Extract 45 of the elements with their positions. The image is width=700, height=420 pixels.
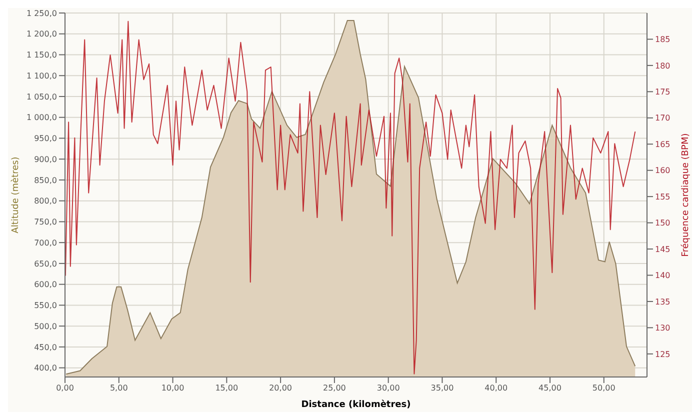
y-tick-label: 900,0 [34,154,57,164]
y2-tick-label: 150 [655,218,670,228]
y-tick-label: 800,0 [34,196,57,206]
y2-tick-label: 160 [655,166,670,176]
x-tick-label: 35,00 [430,384,454,393]
y-tick-label: 700,0 [34,238,57,248]
x-tick-label: 25,00 [322,384,346,393]
y-axis-title: Altitude (mètres) [10,156,22,234]
y-tick-label: 600,0 [34,280,57,290]
y-tick-label: 1 050,0 [26,92,57,102]
y2-tick-label: 140 [655,271,670,280]
y-tick-label: 550,0 [34,301,57,310]
x-axis-title: Distance (kilomètres) [301,399,411,410]
y2-tick-label: 175 [655,88,670,97]
x-tick-label: 15,00 [215,384,238,393]
y-tick-label: 1 200,0 [26,30,57,39]
y-tick-label: 1 000,0 [26,113,57,122]
y-tick-label: 650,0 [34,259,57,268]
x-tick-label: 50,00 [592,384,616,393]
y2-tick-label: 145 [655,244,670,254]
y-tick-label: 500,0 [34,322,57,331]
x-tick-label: 5,00 [110,384,128,393]
y-tick-label: 750,0 [34,218,57,227]
y2-tick-label: 130 [655,324,670,333]
x-tick-label: 40,00 [484,384,508,393]
y-tick-label: 400,0 [34,364,57,373]
y-tick-label: 850,0 [34,176,57,185]
y2-tick-label: 135 [655,297,670,306]
y-tick-label: 1 150,0 [26,50,57,60]
y-tick-label: 450,0 [34,342,57,352]
y-tick-label: 1 250,0 [26,8,57,18]
y2-tick-label: 170 [655,114,670,123]
x-tick-label: 20,00 [269,384,292,393]
x-tick-label: 10,00 [161,384,184,393]
y-tick-label: 950,0 [34,134,57,144]
y2-tick-label: 165 [655,140,670,149]
x-tick-label: 0,00 [56,384,74,393]
y2-tick-label: 125 [655,350,670,359]
x-tick-label: 45,00 [538,384,562,393]
y-tick-label: 1 100,0 [26,71,57,80]
y2-tick-label: 180 [655,61,670,70]
y2-tick-label: 185 [655,35,670,44]
y2-axis-title: Fréquence cardiaque (BPM) [680,133,692,257]
x-tick-label: 30,00 [376,384,400,393]
y2-tick-label: 155 [655,192,670,202]
